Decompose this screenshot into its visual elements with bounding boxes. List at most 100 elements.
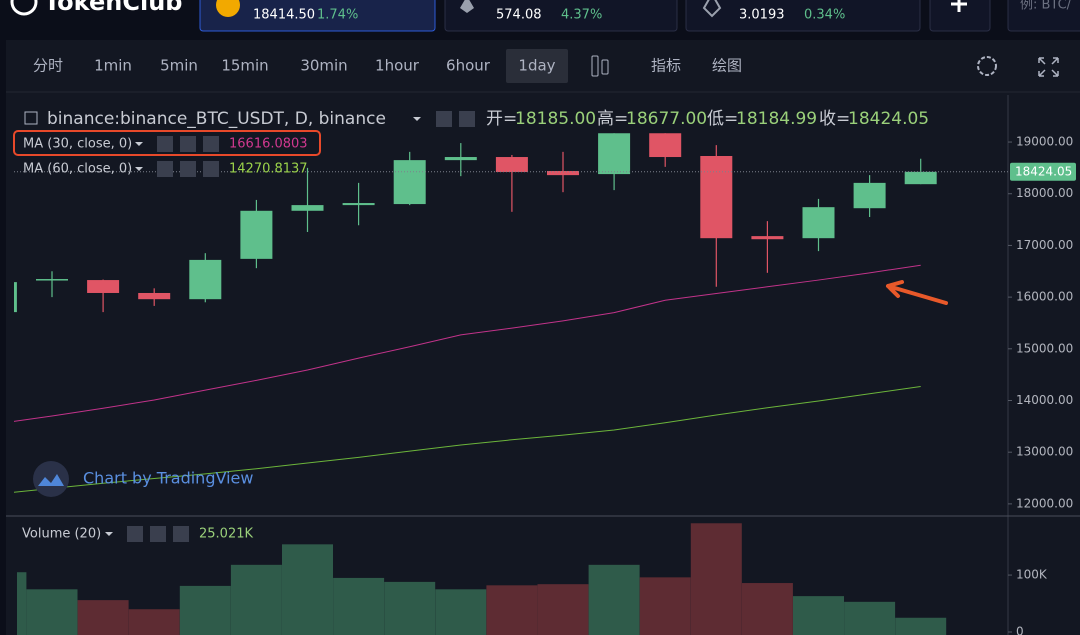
plus-icon <box>951 0 967 12</box>
volume-bar <box>435 589 487 635</box>
candle-body <box>547 170 579 176</box>
low-label: 低= <box>707 109 738 129</box>
candle-body <box>393 160 426 205</box>
eth-icon <box>460 0 474 13</box>
interval-button[interactable]: 1day <box>518 57 555 75</box>
y-tick-label: 14000.00 <box>1016 393 1073 407</box>
volume-name[interactable]: Volume (20) <box>22 527 101 542</box>
ticker-price: 18414.50 <box>253 8 315 23</box>
high-value: 18677.00 <box>626 109 707 129</box>
chart-panel <box>6 40 1080 635</box>
close-icon[interactable] <box>173 526 189 542</box>
ma30-value: 16616.0803 <box>229 137 308 152</box>
volume-bar <box>179 585 231 635</box>
price-label: 18424.05 <box>1015 164 1072 178</box>
drawing-button[interactable]: 绘图 <box>712 57 742 75</box>
volume-bar <box>639 577 691 635</box>
add-button[interactable] <box>929 0 991 32</box>
chart-type-icon[interactable] <box>591 55 599 77</box>
open-label: 开= <box>486 109 517 129</box>
ticker-change: 0.34% <box>804 8 845 23</box>
gear-icon[interactable] <box>150 526 166 542</box>
interval-button[interactable]: 1hour <box>375 57 420 75</box>
candle-body <box>495 157 528 173</box>
watermark-text[interactable]: Chart by TradingView <box>83 469 253 488</box>
candle-body <box>700 155 733 239</box>
ticker-price: 3.0193 <box>739 8 785 23</box>
volume-bar <box>282 544 333 635</box>
ma-line <box>14 386 921 493</box>
candle-body <box>904 171 937 185</box>
search-placeholder: 例: BTC/ <box>1020 0 1072 13</box>
ticker-price: 574.08 <box>496 8 542 23</box>
search-box[interactable] <box>1007 0 1080 32</box>
interval-button[interactable]: 1min <box>94 57 132 75</box>
volume-bar <box>793 596 844 635</box>
symbol[interactable]: binance:binance_BTC_USDT, D, binance <box>47 109 386 129</box>
gear-icon[interactable] <box>180 136 196 152</box>
dropdown-icon[interactable] <box>135 167 143 171</box>
dropdown-icon[interactable] <box>105 532 113 536</box>
close-label: 收= <box>819 109 850 129</box>
dropdown-icon[interactable] <box>413 117 421 121</box>
ma30-name[interactable]: MA (30, close, 0) <box>23 137 132 152</box>
candle-body <box>36 279 68 281</box>
header: TokenClub 18414.50 1.74% 574.08 4.37% 3.… <box>10 0 1080 32</box>
watermark: Chart by TradingView <box>33 461 253 497</box>
y-tick-label: 0 <box>1016 625 1024 635</box>
gear-icon[interactable] <box>459 111 475 127</box>
dropdown-icon[interactable] <box>135 142 143 146</box>
candle-body <box>138 292 171 300</box>
annotation-arrow <box>886 280 948 305</box>
volume-value: 25.021K <box>199 527 253 542</box>
eye-icon[interactable] <box>127 526 143 542</box>
volume-bar <box>741 583 793 635</box>
volume-bar <box>230 564 282 635</box>
logo[interactable]: TokenClub <box>44 0 182 16</box>
eye-icon[interactable] <box>157 136 173 152</box>
watermark-glyph <box>38 474 64 486</box>
fullscreen-icon[interactable] <box>1038 57 1059 77</box>
ticker-card[interactable] <box>199 0 436 32</box>
legend: binance:binance_BTC_USDT, D, binance 开= … <box>13 109 929 542</box>
ma60-name[interactable]: MA (60, close, 0) <box>23 162 132 177</box>
collapse-icon[interactable] <box>24 111 38 125</box>
ma-line <box>14 264 921 422</box>
candle-body <box>598 133 631 175</box>
open-value: 18185.00 <box>515 109 596 129</box>
eye-icon[interactable] <box>157 161 173 177</box>
y-tick-label: 15000.00 <box>1016 341 1073 355</box>
watermark-icon <box>33 461 69 497</box>
candle-body <box>87 280 120 293</box>
ticker-change: 1.74% <box>317 8 358 23</box>
volume-bar <box>333 577 385 635</box>
close-icon[interactable] <box>203 136 219 152</box>
gear-icon[interactable] <box>180 161 196 177</box>
settings-icon[interactable] <box>977 56 997 76</box>
interval-button[interactable]: 15min <box>221 57 268 75</box>
ticker-card[interactable] <box>685 0 921 32</box>
interval-button[interactable]: 分时 <box>33 57 63 75</box>
candle-body <box>291 205 324 211</box>
volume-bar <box>486 585 538 635</box>
close-icon[interactable] <box>203 161 219 177</box>
axes: 12000.00 13000.00 14000.00 15000.00 16000.00… <box>1008 135 1076 635</box>
eos-icon <box>702 0 722 18</box>
volume-bar <box>844 601 896 635</box>
y-tick-label: 100K <box>1016 568 1048 582</box>
indicators-button[interactable]: 指标 <box>651 57 681 75</box>
eye-icon[interactable] <box>436 111 452 127</box>
volume-bar <box>17 572 27 635</box>
y-tick-label: 19000.00 <box>1016 135 1073 149</box>
interval-button[interactable]: 5min <box>160 57 198 75</box>
volume-pane <box>17 523 947 635</box>
interval-button[interactable]: 6hour <box>446 57 491 75</box>
ticker-card[interactable] <box>444 0 678 32</box>
candle-body <box>853 182 886 209</box>
interval-button[interactable]: 30min <box>300 57 347 75</box>
volume-bar <box>588 564 640 635</box>
volume-bar <box>77 600 129 635</box>
highlight-box <box>13 130 321 156</box>
high-label: 高= <box>597 109 628 129</box>
toolbar: 指标 绘图 分时 1min 5min 15min 30min 1hour 6hour 1day <box>33 49 1059 83</box>
